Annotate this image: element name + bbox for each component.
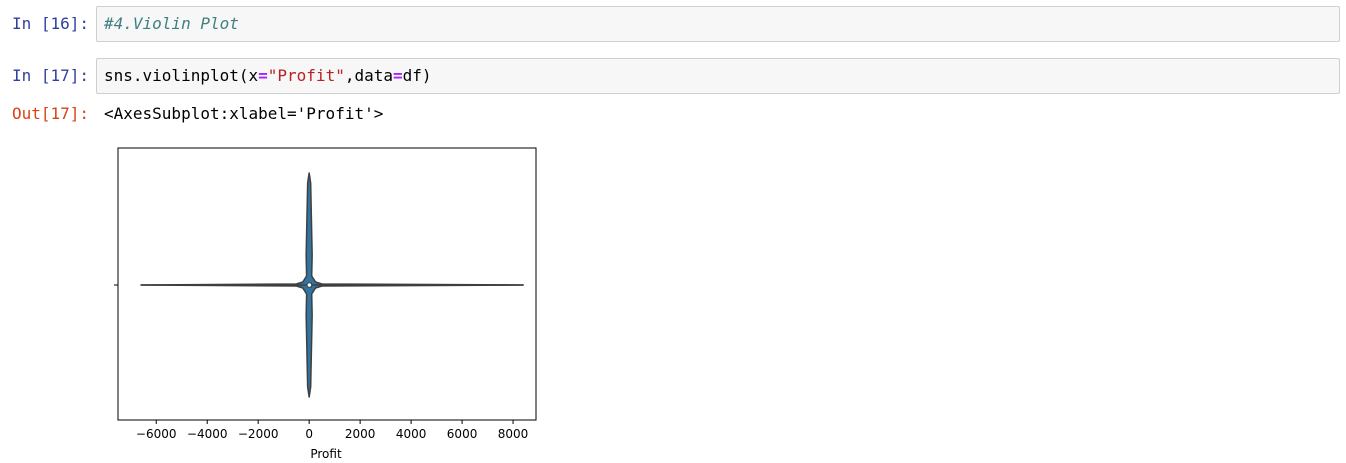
cell-16-input-area[interactable]: #4.Violin Plot: [96, 6, 1340, 42]
code-operator-equals: =: [393, 66, 403, 85]
violin-plot-chart: −6000 −4000 −2000 0 2000 4000 6000 8000 Profit: [114, 147, 537, 461]
code-string-literal: "Profit": [267, 66, 345, 85]
code-call: sns.violinplot(x: [104, 66, 259, 85]
x-tick-label: 6000: [447, 427, 478, 441]
violin-layer: [140, 172, 525, 398]
x-tick-label: 2000: [345, 427, 376, 441]
x-tick-label: −2000: [238, 427, 279, 441]
cell-17-in-prompt: In [17]:: [12, 66, 90, 85]
x-tick-label: 8000: [498, 427, 529, 441]
cell-17-output-text: <AxesSubplot:xlabel='Profit'>: [104, 104, 384, 123]
violin-median-dot: [307, 283, 312, 287]
code-data-arg: ,data: [344, 66, 393, 85]
x-tick-label: −4000: [187, 427, 228, 441]
x-tick-label: 0: [305, 427, 313, 441]
code-operator-equals: =: [258, 66, 268, 85]
code-closing: df): [402, 66, 432, 85]
cell-16-code[interactable]: #4.Violin Plot: [104, 14, 239, 33]
cell-17-input-area[interactable]: sns.violinplot(x="Profit",data=df): [96, 58, 1340, 94]
x-tick-label: 4000: [396, 427, 427, 441]
cell-17-code[interactable]: sns.violinplot(x="Profit",data=df): [104, 66, 432, 86]
cell-17-out-prompt: Out[17]:: [12, 104, 90, 123]
x-axis-label: Profit: [310, 447, 342, 461]
x-tick-label: −6000: [136, 427, 177, 441]
cell-16-in-prompt: In [16]:: [12, 14, 90, 33]
x-axis: −6000 −4000 −2000 0 2000 4000 6000 8000: [136, 420, 528, 441]
